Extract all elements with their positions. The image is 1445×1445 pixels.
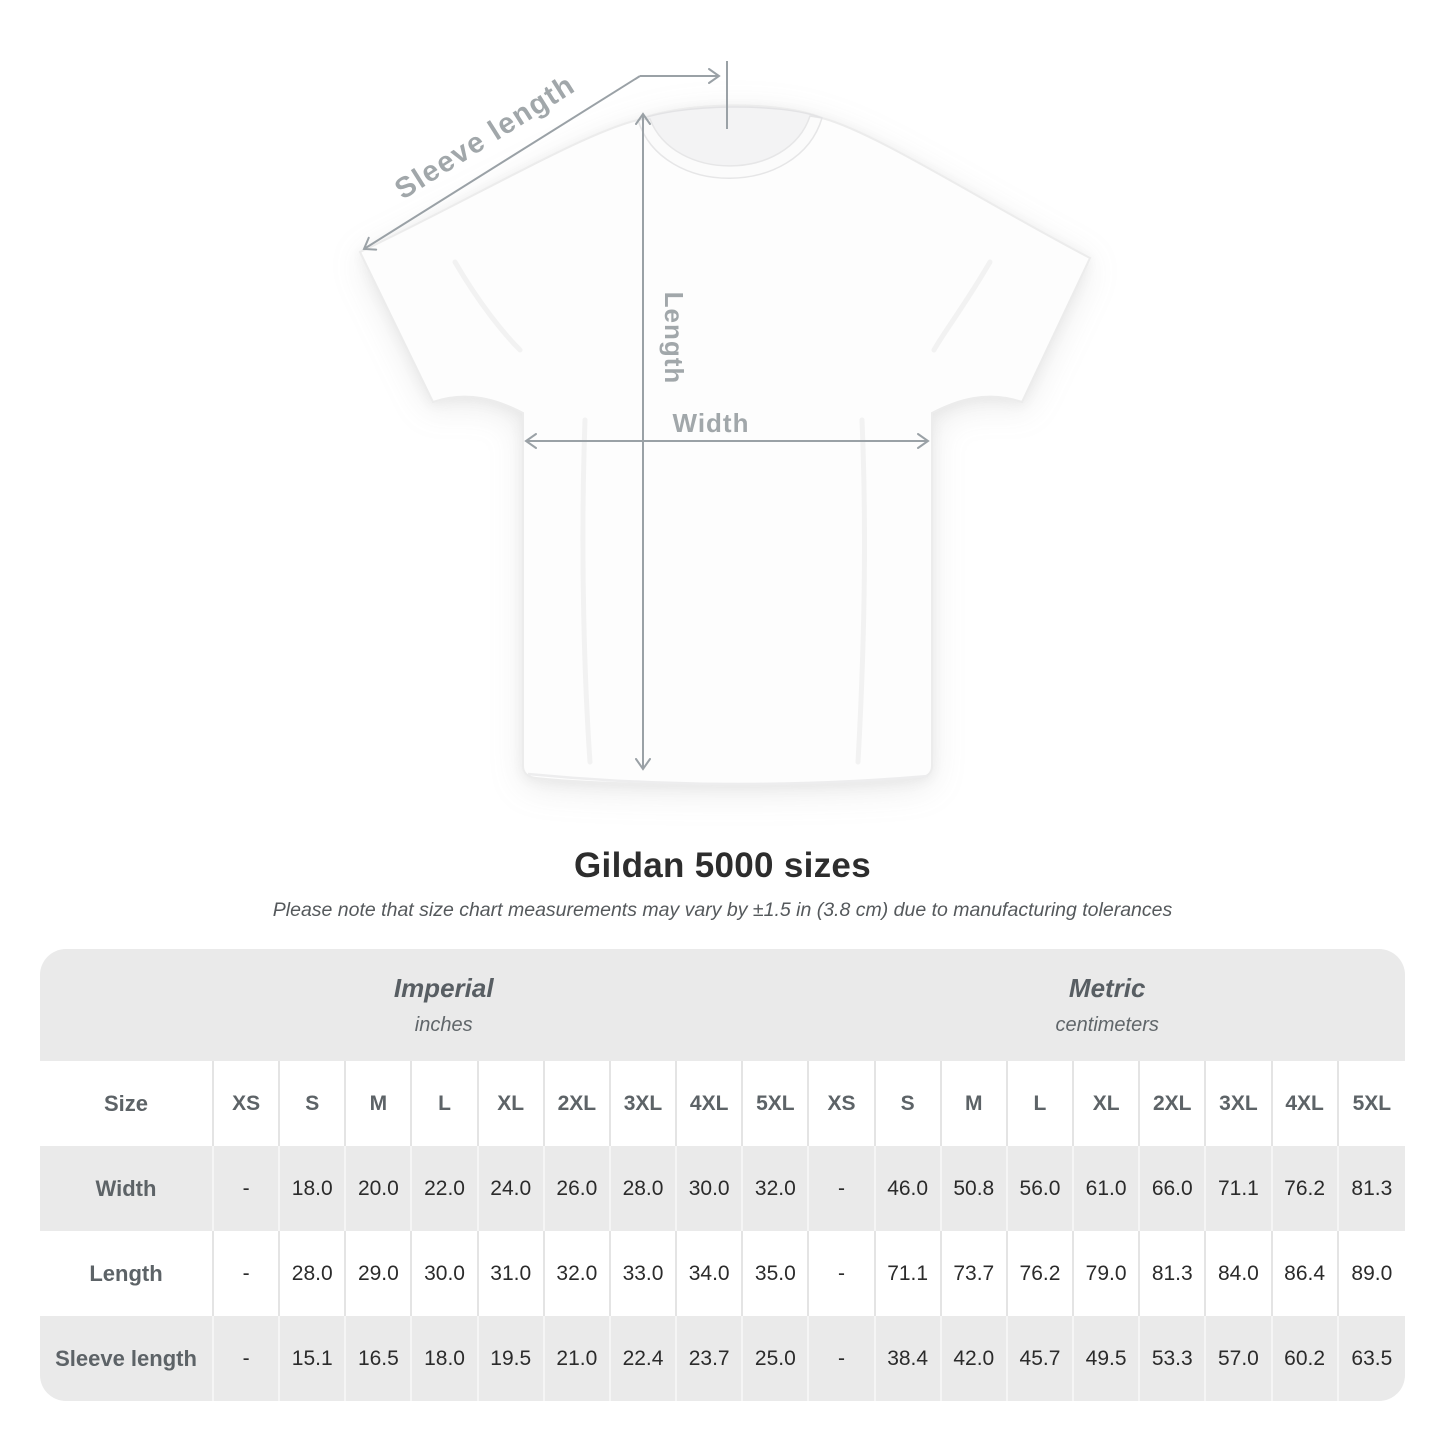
size-chart-table: Imperial inches Metric centimeters Size …	[40, 949, 1405, 1401]
value-cell: 49.5	[1074, 1316, 1141, 1401]
value-cell: 38.4	[875, 1316, 942, 1401]
value-cell: 42.0	[941, 1316, 1008, 1401]
value-cell: 76.2	[1007, 1231, 1075, 1316]
size-col-header: L	[412, 1061, 479, 1146]
size-header-cell: Size	[40, 1061, 214, 1146]
size-col-header: 5XL	[1338, 1061, 1405, 1146]
value-cell: 32.0	[743, 1146, 810, 1231]
value-cell: 71.1	[1206, 1146, 1273, 1231]
size-col-header: XS	[809, 1061, 876, 1146]
value-cell: -	[214, 1316, 281, 1401]
value-cell: 29.0	[346, 1231, 413, 1316]
tolerance-note: Please note that size chart measurements…	[272, 899, 1173, 921]
value-cell: -	[214, 1146, 281, 1231]
sleeve-length-arrow	[362, 75, 641, 251]
imperial-group-label: Imperial	[393, 973, 494, 1003]
value-cell: 60.2	[1272, 1316, 1339, 1401]
value-cell: 33.0	[610, 1231, 678, 1316]
size-col-header: 2XL	[1140, 1061, 1207, 1146]
size-col-header: 2XL	[544, 1061, 611, 1146]
value-cell: 28.0	[610, 1146, 678, 1231]
size-col-header: 3XL	[1206, 1061, 1273, 1146]
value-cell: 28.0	[280, 1231, 347, 1316]
value-cell: 76.2	[1272, 1146, 1339, 1231]
size-col-header: L	[1007, 1061, 1075, 1146]
value-cell: 86.4	[1272, 1231, 1339, 1316]
value-cell: 22.4	[610, 1316, 678, 1401]
value-cell: 30.0	[677, 1146, 744, 1231]
size-col-header: M	[941, 1061, 1008, 1146]
value-cell: 81.3	[1338, 1146, 1405, 1231]
value-cell: 31.0	[478, 1231, 545, 1316]
metric-group-unit: centimeters	[1055, 1014, 1159, 1036]
value-cell: 56.0	[1007, 1146, 1075, 1231]
value-cell: 19.5	[478, 1316, 545, 1401]
size-col-header: S	[875, 1061, 942, 1146]
imperial-group-unit: inches	[414, 1014, 473, 1036]
metric-group-label: Metric	[1068, 973, 1146, 1003]
size-header-row: Size XS S M L XL 2XL 3XL 4XL 5XL XS S M …	[40, 1061, 1405, 1146]
table-row-sleeve-length: Sleeve length - 15.1 16.5 18.0 19.5 21.0…	[40, 1316, 1405, 1401]
value-cell: 22.0	[412, 1146, 479, 1231]
length-label: Length	[659, 292, 689, 385]
size-col-header: XL	[1074, 1061, 1141, 1146]
value-cell: 89.0	[1338, 1231, 1405, 1316]
value-cell: -	[809, 1146, 876, 1231]
value-cell: 61.0	[1074, 1146, 1141, 1231]
row-label: Length	[40, 1231, 214, 1316]
measurement-arrows	[362, 61, 930, 771]
row-label: Sleeve length	[40, 1316, 214, 1401]
value-cell: 63.5	[1338, 1316, 1405, 1401]
value-cell: -	[214, 1231, 281, 1316]
value-cell: 34.0	[677, 1231, 744, 1316]
value-cell: 15.1	[280, 1316, 347, 1401]
value-cell: 24.0	[478, 1146, 545, 1231]
page-title: Gildan 5000 sizes	[574, 846, 871, 885]
size-col-header: 3XL	[610, 1061, 678, 1146]
table-row-length: Length - 28.0 29.0 30.0 31.0 32.0 33.0 3…	[40, 1231, 1405, 1316]
value-cell: 18.0	[412, 1316, 479, 1401]
size-col-header: 4XL	[677, 1061, 744, 1146]
tshirt-measurement-diagram: Sleeve length Length Width	[358, 61, 1092, 786]
value-cell: -	[809, 1231, 876, 1316]
value-cell: 81.3	[1140, 1231, 1207, 1316]
value-cell: 71.1	[875, 1231, 942, 1316]
row-label: Width	[40, 1146, 214, 1231]
size-col-header: 5XL	[743, 1061, 810, 1146]
imperial-group-header: Imperial inches	[40, 949, 810, 1061]
value-cell: 84.0	[1206, 1231, 1273, 1316]
size-col-header: XS	[214, 1061, 281, 1146]
value-cell: 21.0	[544, 1316, 611, 1401]
table-row-width: Width - 18.0 20.0 22.0 24.0 26.0 28.0 30…	[40, 1146, 1405, 1231]
value-cell: 20.0	[346, 1146, 413, 1231]
size-col-header: XL	[478, 1061, 545, 1146]
value-cell: 66.0	[1140, 1146, 1207, 1231]
value-cell: 30.0	[412, 1231, 479, 1316]
size-col-header: M	[346, 1061, 413, 1146]
value-cell: 46.0	[875, 1146, 942, 1231]
value-cell: 50.8	[941, 1146, 1008, 1231]
unit-group-row: Imperial inches Metric centimeters	[40, 949, 1405, 1061]
value-cell: 25.0	[743, 1316, 810, 1401]
value-cell: 57.0	[1206, 1316, 1273, 1401]
value-cell: 35.0	[743, 1231, 810, 1316]
metric-group-header: Metric centimeters	[809, 949, 1405, 1061]
value-cell: 26.0	[544, 1146, 611, 1231]
value-cell: 23.7	[677, 1316, 744, 1401]
value-cell: 45.7	[1007, 1316, 1075, 1401]
value-cell: 32.0	[544, 1231, 611, 1316]
tshirt-graphic	[358, 104, 1092, 786]
value-cell: 18.0	[280, 1146, 347, 1231]
size-col-header: 4XL	[1272, 1061, 1339, 1146]
value-cell: 79.0	[1074, 1231, 1141, 1316]
size-col-header: S	[280, 1061, 347, 1146]
value-cell: 16.5	[346, 1316, 413, 1401]
value-cell: 53.3	[1140, 1316, 1207, 1401]
value-cell: 73.7	[941, 1231, 1008, 1316]
value-cell: -	[809, 1316, 876, 1401]
width-label: Width	[673, 408, 750, 438]
